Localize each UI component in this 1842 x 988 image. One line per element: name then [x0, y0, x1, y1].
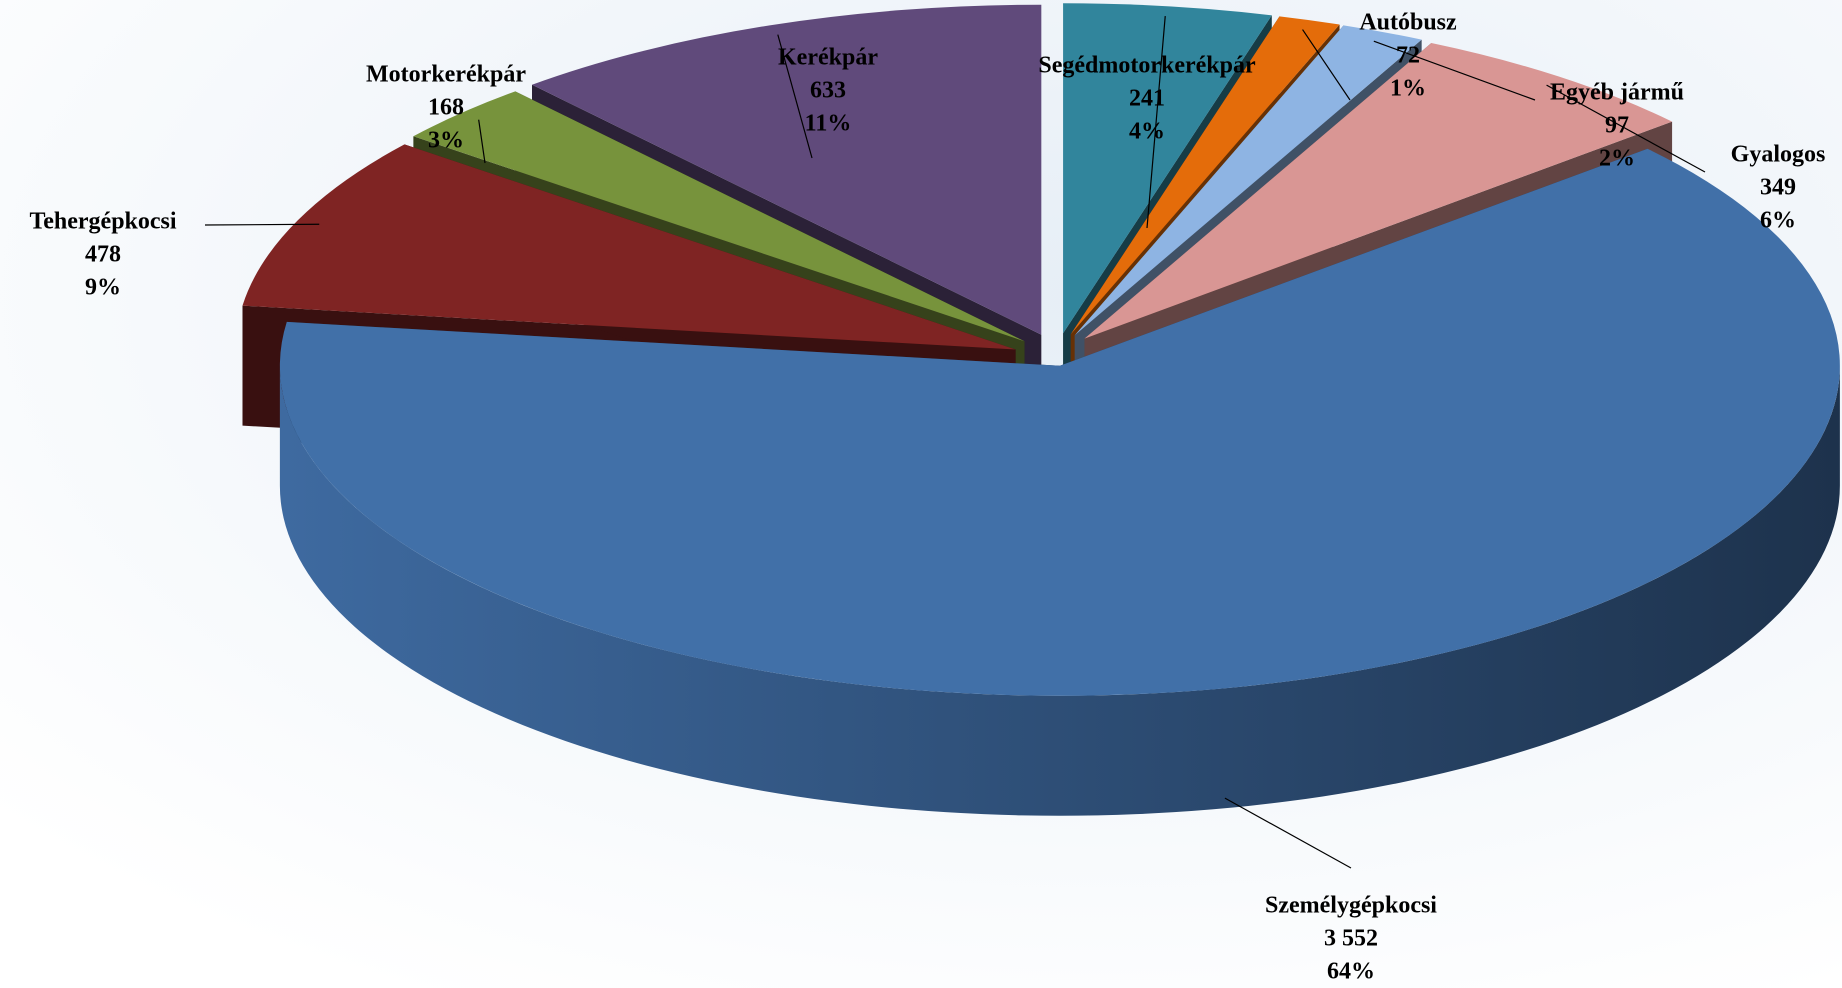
slice-top	[279, 148, 1840, 696]
category-label: Személygépkocsi	[1265, 893, 1437, 919]
percent-label: 1%	[1390, 76, 1426, 102]
percent-label: 9%	[85, 275, 121, 301]
percent-label: 2%	[1599, 146, 1635, 172]
percent-label: 4%	[1129, 119, 1165, 145]
leader-line	[1546, 84, 1706, 173]
value-label: 3 552	[1324, 926, 1378, 952]
percent-label: 3%	[428, 128, 464, 154]
value-label: 97	[1605, 113, 1629, 139]
leader-line	[1373, 40, 1536, 101]
category-label: Egyéb jármű	[1550, 80, 1684, 106]
value-label: 168	[428, 95, 464, 121]
value-label: 241	[1129, 86, 1165, 112]
slice-top	[532, 4, 1042, 335]
slice-side	[279, 365, 1840, 816]
slice-top	[413, 91, 1025, 342]
leader-line	[1302, 29, 1351, 101]
category-label: Kerékpár	[778, 45, 878, 71]
percent-label: 6%	[1760, 208, 1796, 234]
category-label: Gyalogos	[1731, 142, 1826, 168]
value-label: 478	[85, 242, 121, 268]
category-label: Segédmotorkerékpár	[1038, 53, 1256, 79]
percent-label: 11%	[805, 111, 852, 137]
slice-top	[1063, 3, 1272, 334]
category-label: Tehergépkocsi	[29, 209, 176, 235]
slice-top	[242, 144, 1016, 350]
value-label: 349	[1760, 175, 1796, 201]
leader-line	[478, 119, 486, 164]
slice-top	[1074, 25, 1422, 336]
slice	[279, 148, 1840, 816]
leader-line	[1224, 797, 1352, 869]
leader-line	[204, 223, 320, 226]
category-label: Motorkerékpár	[366, 62, 526, 88]
leader-line	[1146, 16, 1166, 229]
pie	[242, 3, 1840, 816]
value-label: 72	[1396, 43, 1420, 69]
slice-top	[1084, 43, 1673, 339]
slice-top	[1070, 16, 1340, 335]
value-label: 633	[810, 78, 846, 104]
leader-line	[777, 34, 813, 159]
category-label: Autóbusz	[1359, 10, 1457, 36]
percent-label: 64%	[1327, 959, 1375, 985]
labels: Segédmotorkerékpár 241 4% Autóbusz 72 1% Egyéb…	[29, 10, 1825, 985]
